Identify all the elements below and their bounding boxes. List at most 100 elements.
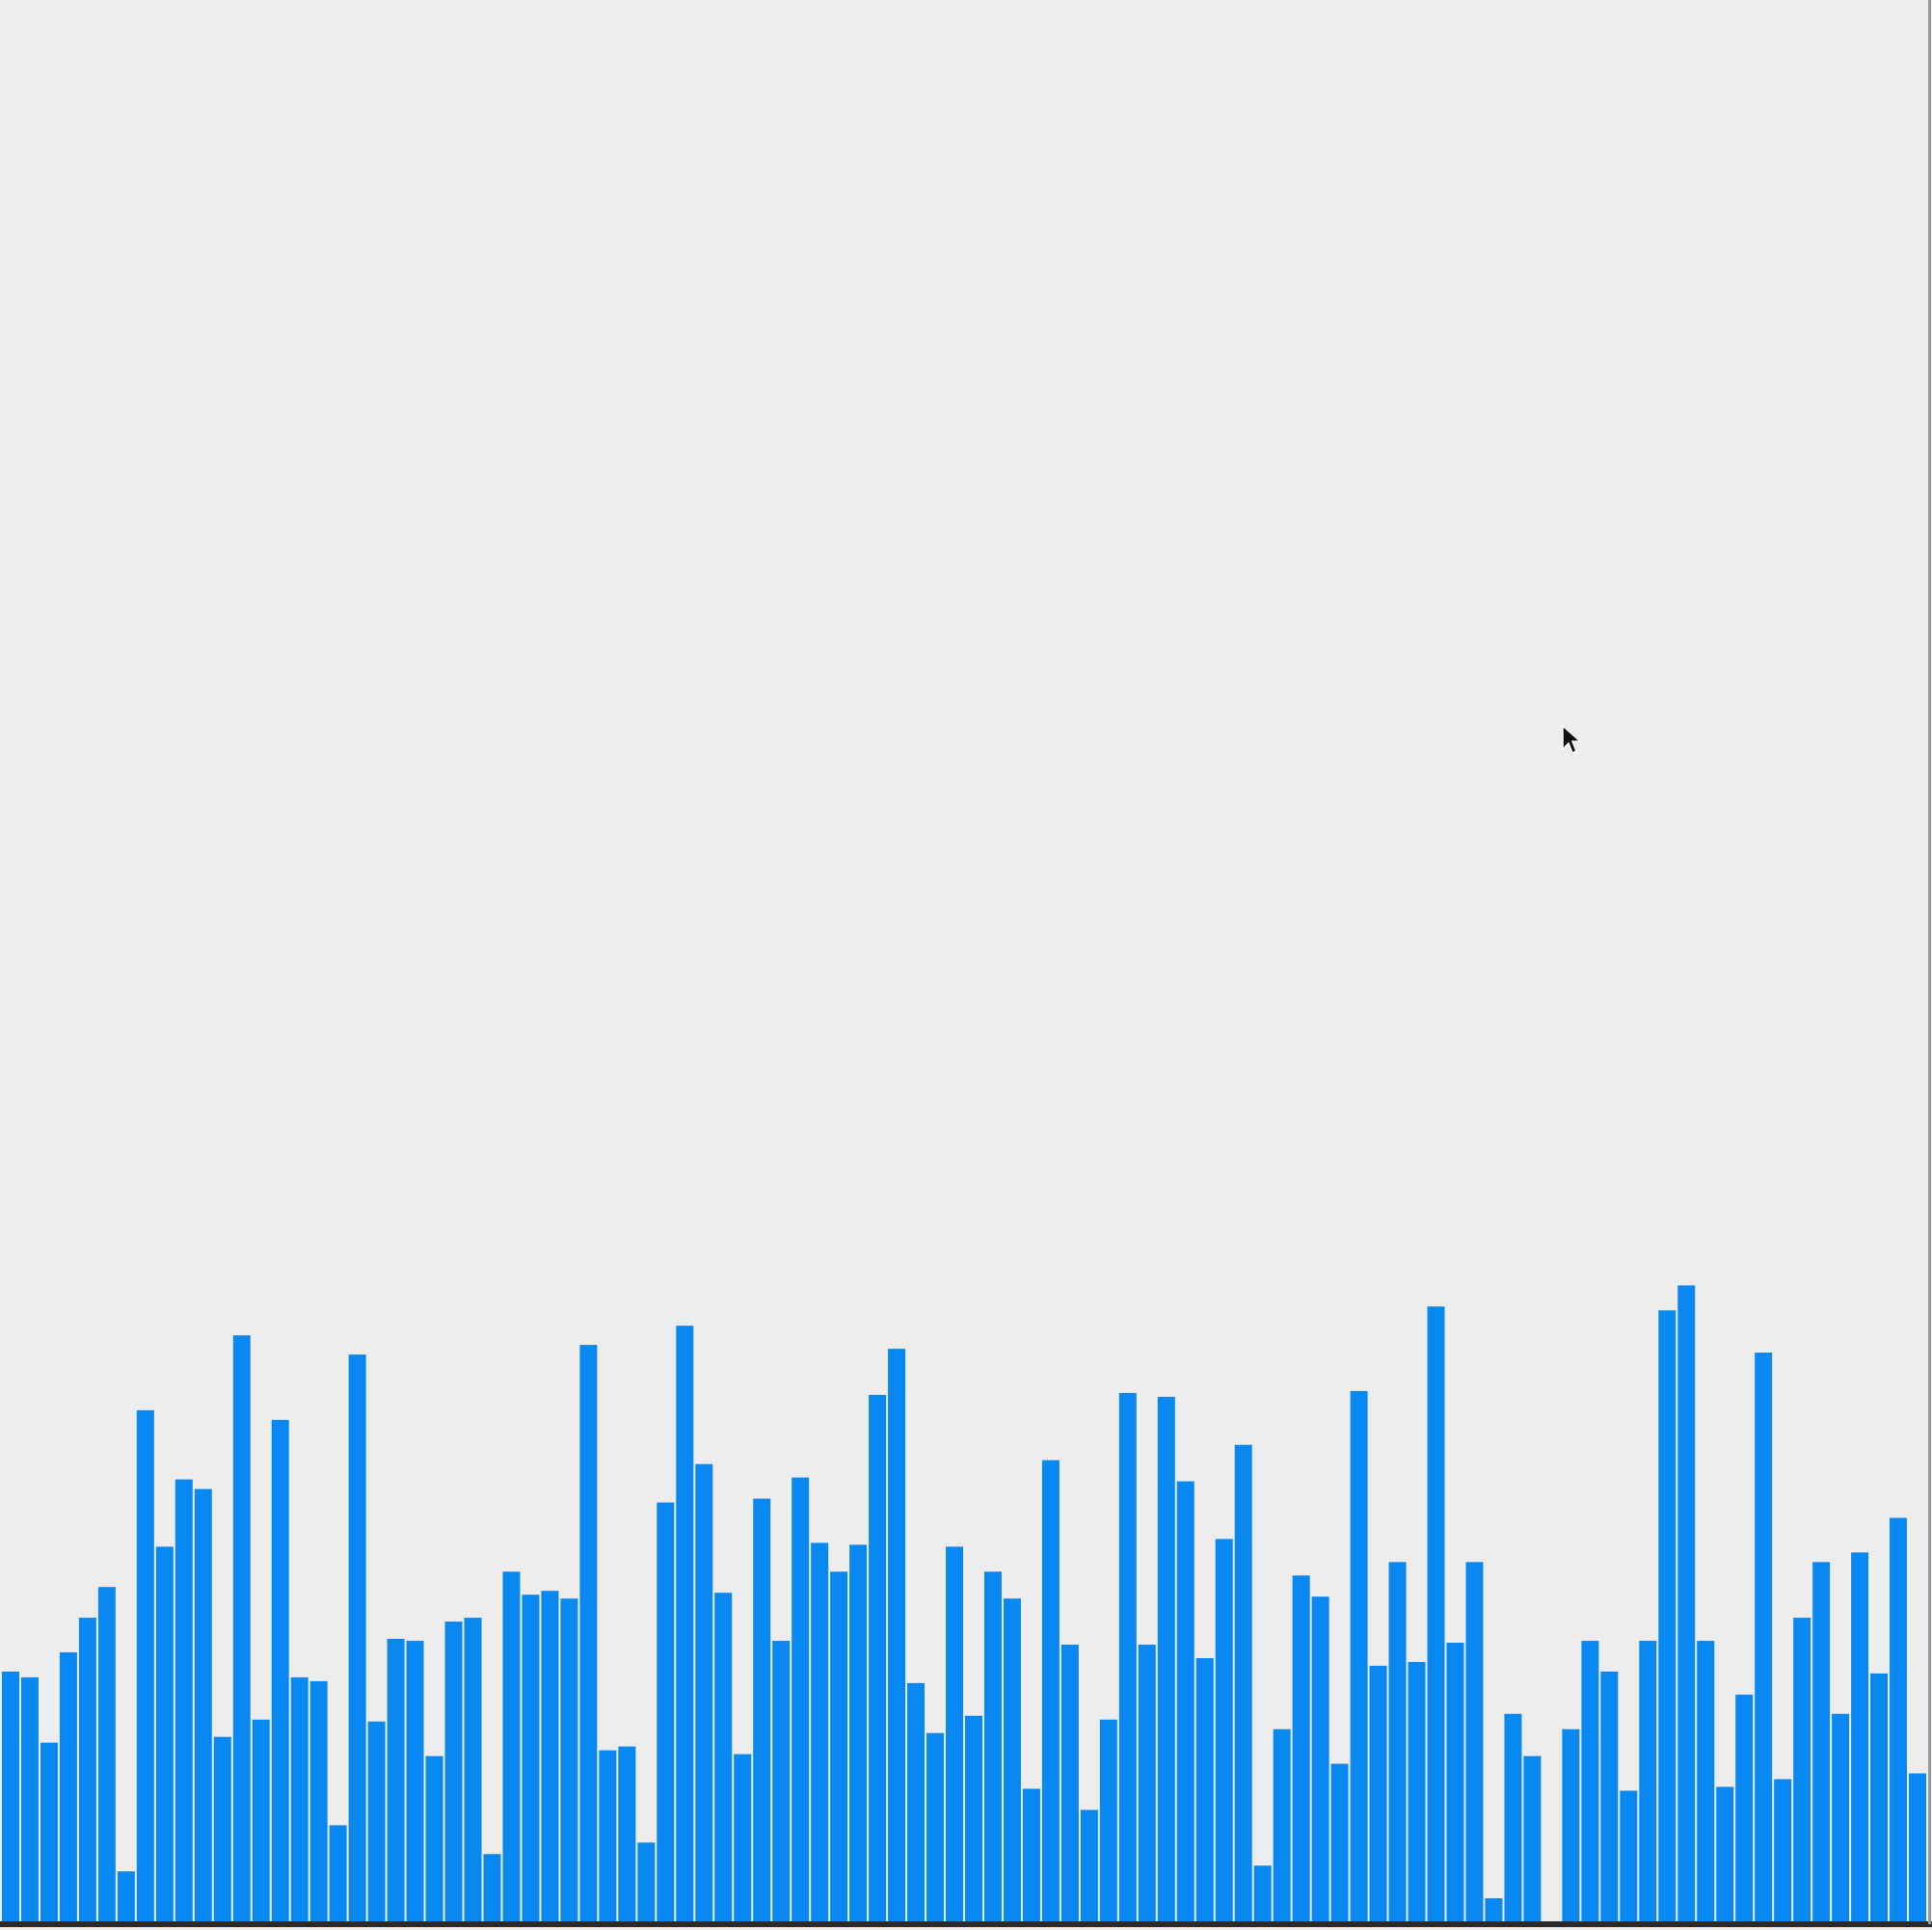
bar [1330,1763,1349,1921]
bar [502,1571,521,1921]
bar [1562,1729,1580,1921]
bar [348,1354,366,1921]
bar [59,1651,77,1921]
bar [136,1409,154,1921]
bar [1697,1641,1715,1921]
bar [1851,1552,1869,1921]
bar [78,1618,96,1921]
bar [40,1742,58,1921]
bar [888,1349,906,1921]
bar [637,1842,656,1921]
bar [1485,1898,1503,1921]
bar [1311,1596,1329,1921]
bar [406,1641,424,1921]
bar [734,1754,752,1921]
bar [522,1595,540,1921]
bar [1427,1306,1445,1921]
bar [1003,1598,1021,1921]
bar [155,1546,174,1921]
bar [1832,1713,1850,1921]
bar [1215,1539,1233,1921]
bar [213,1736,231,1921]
bar [599,1750,617,1921]
bar [483,1854,501,1921]
bar [1118,1392,1137,1921]
bar [560,1598,578,1921]
bar [1369,1665,1387,1921]
mouse-cursor-icon [1562,724,1582,755]
bar [2,1671,19,1921]
bar [1677,1285,1696,1921]
bar [676,1326,694,1921]
bar [792,1477,810,1921]
bar [194,1488,212,1922]
bar [849,1544,868,1921]
bar [1620,1790,1638,1921]
bar [1581,1641,1599,1921]
bar [1600,1671,1619,1921]
bar [1350,1390,1368,1921]
bar [309,1680,328,1922]
bar [1639,1641,1657,1921]
bar [1138,1645,1156,1921]
bar [1523,1756,1542,1921]
bar [1774,1779,1792,1921]
bar [1080,1809,1098,1921]
bar [753,1498,771,1921]
bar [657,1502,675,1921]
bar [367,1721,386,1921]
bar [232,1335,251,1921]
bar [1909,1773,1926,1921]
bar [811,1542,829,1921]
bar [1812,1562,1831,1921]
bar [907,1682,926,1921]
bar [425,1756,443,1921]
bars-group [2,1285,1926,1922]
bar [1041,1460,1060,1921]
bar [1870,1673,1889,1921]
bar [1060,1645,1079,1921]
bar [1755,1353,1773,1921]
bar [926,1732,945,1921]
bar [946,1546,963,1921]
bar [772,1641,791,1921]
bar [1195,1657,1214,1921]
bar [1793,1618,1811,1921]
bar [174,1479,193,1921]
bar [329,1825,347,1921]
bar [1388,1562,1407,1921]
bar [869,1394,887,1921]
bar [20,1676,39,1921]
bar [1157,1396,1175,1921]
bar [1292,1575,1310,1921]
bar [464,1618,482,1921]
bar [983,1571,1002,1921]
bar [271,1419,289,1921]
bar [965,1715,982,1921]
bar [695,1463,713,1921]
bar [1716,1786,1734,1921]
bar [1176,1481,1194,1921]
bar [1253,1865,1272,1921]
bar [1273,1729,1291,1921]
bar [1735,1694,1754,1921]
bar [444,1622,463,1921]
bar [579,1345,598,1921]
bar [830,1571,848,1921]
bar [1022,1788,1040,1921]
bar [1890,1517,1908,1921]
bar [1446,1643,1464,1921]
bar [618,1746,636,1921]
bar [290,1676,309,1921]
bar [387,1639,405,1921]
bar [1099,1719,1117,1921]
bar [1504,1713,1522,1921]
bar [714,1593,733,1921]
bar [1408,1661,1426,1921]
bar [1234,1444,1252,1921]
bar [541,1591,559,1921]
bar [97,1587,116,1921]
bar [1465,1562,1484,1921]
bar [1658,1310,1677,1921]
